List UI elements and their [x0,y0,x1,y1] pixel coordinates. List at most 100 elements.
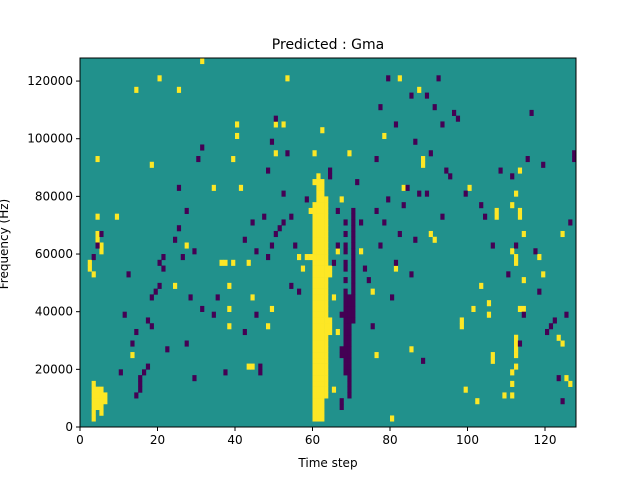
heatmap-cell-high [320,259,325,266]
heatmap-cell-high [324,219,329,226]
heatmap-cell-low [347,346,352,353]
heatmap-cell-low [347,294,352,301]
heatmap-cell-high [324,375,329,382]
heatmap-cell-low [537,288,542,295]
heatmap-cell-high [320,357,325,364]
heatmap-cell-low [347,357,352,364]
heatmap-cell-high [324,202,329,209]
heatmap-cell-low [134,392,139,399]
heatmap-cell-high [514,259,519,266]
heatmap-cell-low [99,230,104,238]
heatmap-cell-high [316,207,321,214]
heatmap-cell-low [339,398,344,405]
heatmap-cell-low [370,323,375,330]
heatmap-cell-low [397,230,402,238]
heatmap-cell-low [343,311,348,318]
heatmap-cell-high [250,363,255,370]
heatmap-cells [87,58,577,422]
heatmap-cell-high [273,150,278,157]
heatmap-cell-high [320,196,325,203]
heatmap-cell-high [91,380,96,387]
heatmap-cell-high [320,409,325,416]
heatmap-cell-high [95,403,100,411]
heatmap-cell-high [95,236,100,243]
heatmap-cell-low [533,248,538,255]
heatmap-cell-high [95,213,100,220]
heatmap-cell-high [347,150,352,157]
heatmap-cell-high [312,242,317,249]
heatmap-cell-low [192,248,197,255]
plot-area [79,57,577,428]
heatmap-cell-high [514,254,519,261]
heatmap-cell-high [312,415,317,422]
heatmap-cell-high [316,398,321,405]
heatmap-cell-low [242,236,247,243]
heatmap-cell-high [556,334,561,341]
heatmap-cell-high [324,242,329,249]
heatmap-cell-low [351,230,356,238]
heatmap-cell-high [324,369,329,376]
heatmap-cell-high [312,340,317,347]
heatmap-cell-low [95,242,100,249]
heatmap-cell-high [312,265,317,272]
heatmap-cell-high [316,294,321,301]
heatmap-cell-high [312,288,317,295]
heatmap-cell-low [455,115,461,122]
heatmap-cell-high [320,236,325,243]
heatmap-cell-low [173,236,178,243]
heatmap-cell-low [347,340,352,347]
y-tick-label: 60000 [35,247,73,261]
heatmap-cell-low [351,259,356,266]
heatmap-cell-high [91,398,96,405]
heatmap-cell-high [393,265,399,272]
heatmap-cell-high [297,254,302,261]
heatmap-cell-low [548,323,554,330]
heatmap-cell-high [114,213,120,220]
heatmap-cell-high [494,207,499,214]
heatmap-cell-high [421,161,426,168]
heatmap-cell-high [517,305,523,312]
heatmap-cell-high [560,340,565,347]
heatmap-cell-high [401,184,406,191]
heatmap-cell-low [122,311,127,318]
heatmap-cell-low [351,225,356,232]
heatmap-cell-low [351,236,356,243]
heatmap-cell-low [355,179,360,186]
heatmap-cell-low [343,259,348,266]
heatmap-cell-high [312,380,317,387]
heatmap-cell-low [258,363,263,370]
heatmap-cell-low [343,369,348,376]
heatmap-cell-high [269,305,275,312]
heatmap-cell-low [343,277,348,284]
heatmap-cell-high [324,230,329,238]
heatmap-cell-high [231,156,236,163]
heatmap-cell-low [351,305,356,312]
heatmap-cell-low [529,109,534,116]
heatmap-cell-high [320,415,325,422]
heatmap-cell-low [262,213,267,220]
heatmap-cell-low [572,156,577,163]
heatmap-cell-low [91,254,96,261]
heatmap-cell-high [312,317,317,324]
heatmap-cell-high [316,196,321,203]
heatmap-cell-low [176,225,182,232]
heatmap-cell-high [324,328,329,336]
heatmap-cell-high [312,294,317,301]
heatmap-cell-high [320,179,325,186]
heatmap-cell-high [316,277,321,284]
heatmap-cell-high [320,300,325,307]
heatmap-cell-low [269,242,275,249]
heatmap-cell-low [351,311,356,318]
heatmap-cell-high [312,398,317,405]
heatmap-cell-low [161,254,166,261]
heatmap-cell-low [273,115,278,122]
heatmap-cell-low [343,323,348,330]
heatmap-cell-high [285,75,290,82]
heatmap-cell-high [266,323,271,330]
heatmap-cell-high [320,288,325,295]
heatmap-cell-low [440,213,445,220]
heatmap-cell-low [405,184,410,191]
heatmap-cell-high [312,248,317,255]
heatmap-cell-high [316,386,321,393]
heatmap-cell-low [118,369,123,376]
